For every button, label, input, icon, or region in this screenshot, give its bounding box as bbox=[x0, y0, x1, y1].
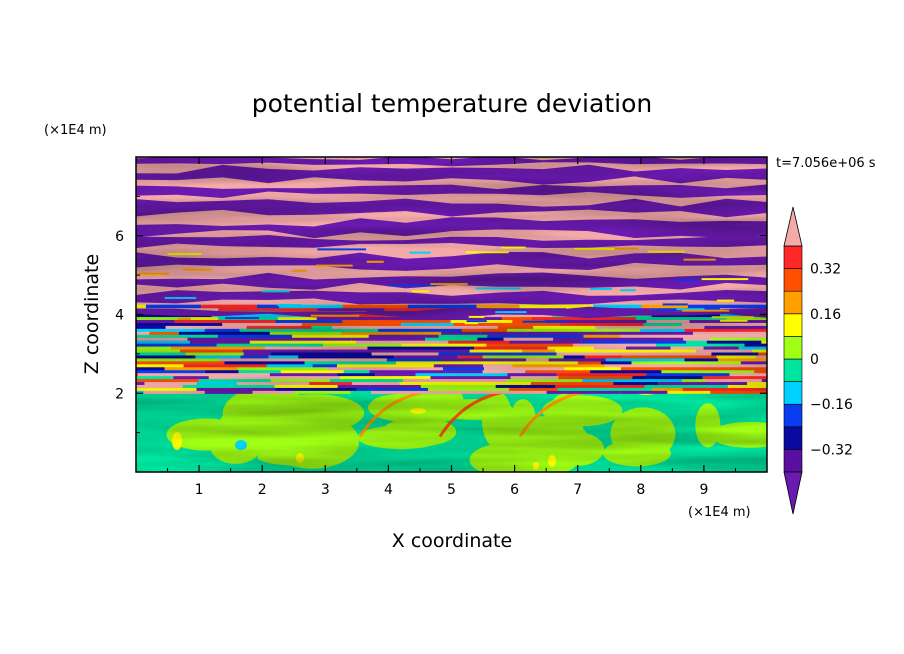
y-axis-label: Z coordinate bbox=[81, 254, 103, 374]
colorbar-tick-label: 0.32 bbox=[810, 262, 841, 278]
colorbar-swatch bbox=[783, 245, 803, 269]
y-axis-units: (×1E4 m) bbox=[44, 123, 107, 138]
field-texture bbox=[136, 157, 767, 472]
colorbar-tick-label: 0.16 bbox=[810, 307, 841, 323]
contour-field bbox=[136, 157, 871, 472]
field-band bbox=[768, 384, 871, 388]
colorbar-swatch bbox=[783, 268, 803, 292]
x-axis-units: (×1E4 m) bbox=[688, 505, 751, 520]
colorbar-swatch bbox=[783, 336, 803, 360]
time-label: t=7.056e+06 s bbox=[776, 156, 876, 171]
plot-axes: 1 2 3 4 5 6 7 8 9 2 4 6 bbox=[115, 156, 768, 498]
x-axis-label: X coordinate bbox=[392, 530, 512, 552]
chart-title: potential temperature deviation bbox=[252, 89, 652, 118]
colorbar-tick-label: −0.32 bbox=[810, 442, 853, 458]
colorbar-swatch bbox=[783, 313, 803, 337]
colorbar-tick-label: −0.16 bbox=[810, 397, 853, 413]
colorbar-swatch bbox=[783, 403, 803, 428]
colorbar-under-triangle bbox=[783, 471, 803, 515]
colorbar-swatch bbox=[783, 449, 803, 473]
x-tick-label: 4 bbox=[384, 482, 393, 498]
y-tick-label: 6 bbox=[115, 229, 124, 245]
field-band bbox=[136, 372, 139, 377]
field-band bbox=[752, 348, 767, 353]
x-tick-label: 9 bbox=[699, 482, 708, 498]
colorbar-swatch bbox=[783, 426, 803, 450]
x-tick-label: 6 bbox=[510, 482, 519, 498]
field-band bbox=[136, 351, 138, 356]
colorbar: 0.32 0.16 0 −0.16 −0.32 bbox=[783, 206, 853, 515]
x-tick-label: 3 bbox=[321, 482, 330, 498]
colorbar-swatch bbox=[783, 381, 803, 405]
y-tick-label: 4 bbox=[115, 308, 124, 324]
x-tick-label: 1 bbox=[195, 482, 204, 498]
colorbar-swatch bbox=[783, 358, 803, 382]
x-tick-label: 5 bbox=[447, 482, 456, 498]
y-tick-label: 2 bbox=[115, 386, 124, 402]
field-band bbox=[761, 378, 767, 383]
colorbar-over-triangle bbox=[783, 206, 803, 247]
x-tick-label: 7 bbox=[573, 482, 582, 498]
x-tick-label: 8 bbox=[636, 482, 645, 498]
colorbar-tick-label: 0 bbox=[810, 352, 819, 368]
colorbar-swatch bbox=[783, 290, 803, 315]
x-tick-label: 2 bbox=[258, 482, 267, 498]
